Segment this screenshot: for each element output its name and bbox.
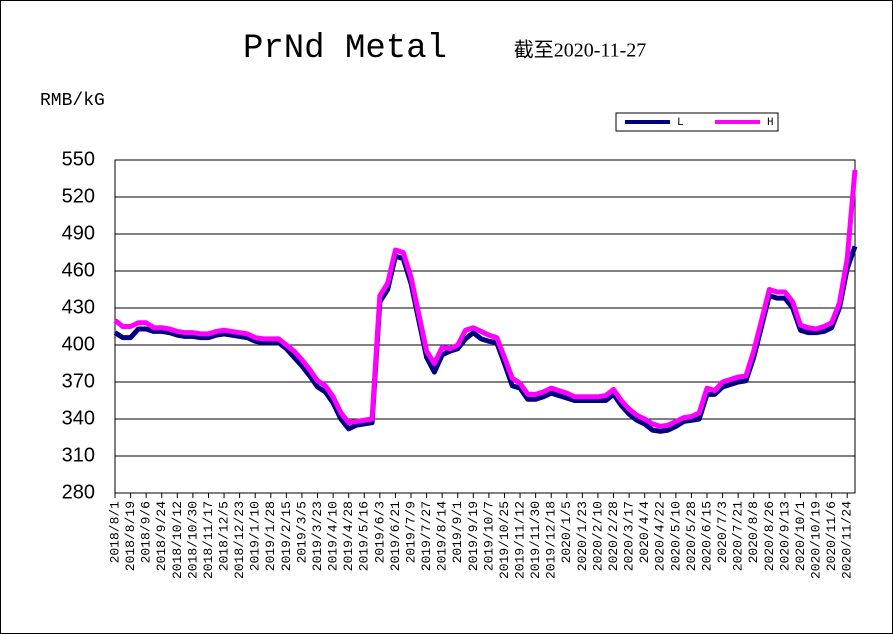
x-tick-label: 2020/3/17 — [622, 501, 637, 571]
legend-label: H — [767, 117, 774, 129]
x-tick-label: 2019/6/3 — [372, 501, 387, 563]
x-tick-label: 2018/9/24 — [154, 501, 169, 571]
x-tick-label: 2018/12/23 — [232, 501, 247, 579]
x-tick-label: 2018/10/30 — [185, 501, 200, 579]
x-tick-label: 2018/10/12 — [170, 501, 185, 579]
x-tick-label: 2019/9/1 — [450, 501, 465, 564]
x-tick-label: 2020/7/21 — [731, 501, 746, 571]
x-tick-label: 2020/10/1 — [793, 501, 808, 571]
x-tick-label: 2020/8/8 — [746, 501, 761, 563]
x-tick-label: 2019/1/28 — [263, 501, 278, 571]
x-tick-label: 2018/9/6 — [139, 501, 154, 563]
y-tick-label: 460 — [62, 259, 95, 281]
legend-box — [615, 112, 779, 132]
legend-label: L — [677, 117, 684, 129]
chart-subtitle: 截至2020-11-27 — [514, 39, 647, 62]
x-tick-label: 2018/11/17 — [201, 501, 216, 579]
x-tick-label: 2020/10/19 — [808, 501, 823, 579]
series-line — [113, 245, 858, 434]
y-axis-label: RMB/kG — [40, 91, 105, 111]
x-tick-label: 2019/3/5 — [294, 501, 309, 563]
y-tick-label: 490 — [62, 222, 95, 244]
x-tick-label: 2018/8/1 — [107, 501, 122, 564]
x-tick-label: 2020/4/22 — [653, 501, 668, 571]
x-tick-label: 2020/8/26 — [762, 501, 777, 571]
x-tick-label: 2019/1/10 — [248, 501, 263, 571]
y-tick-label: 340 — [62, 407, 95, 429]
x-tick-label: 2018/8/19 — [123, 501, 138, 571]
y-tick-label: 550 — [62, 148, 95, 170]
y-tick-label: 310 — [62, 444, 95, 466]
y-tick-label: 400 — [62, 333, 95, 355]
x-tick-label: 2020/5/10 — [668, 501, 683, 571]
x-tick-label: 2019/2/15 — [279, 501, 294, 571]
x-tick-label: 2020/5/28 — [684, 501, 699, 571]
x-tick-label: 2019/4/10 — [326, 501, 341, 571]
x-tick-label: 2019/7/27 — [419, 501, 434, 571]
x-tick-label: 2019/10/25 — [497, 501, 512, 579]
x-tick-label: 2020/4/4 — [637, 501, 652, 564]
x-tick-label: 2019/11/30 — [528, 501, 543, 579]
x-tick-label: 2019/11/12 — [512, 501, 527, 579]
x-tick-label: 2020/1/5 — [559, 501, 574, 563]
x-tick-label: 2019/12/18 — [544, 501, 559, 579]
series-line — [113, 169, 858, 429]
x-tick-label: 2020/11/24 — [840, 501, 855, 579]
x-tick-label: 2020/9/13 — [777, 501, 792, 571]
x-tick-label: 2019/3/23 — [310, 501, 325, 571]
x-tick-label: 2020/2/10 — [590, 501, 605, 571]
x-tick-label: 2019/4/28 — [341, 501, 356, 571]
x-tick-label: 2019/10/7 — [481, 501, 496, 571]
x-tick-label: 2019/6/21 — [388, 501, 403, 571]
x-tick-label: 2020/6/15 — [699, 501, 714, 571]
x-tick-label: 2020/7/3 — [715, 501, 730, 563]
y-tick-label: 370 — [62, 370, 95, 392]
x-tick-label: 2020/11/6 — [824, 501, 839, 571]
x-tick-label: 2019/7/9 — [403, 501, 418, 563]
x-tick-label: 2018/12/5 — [216, 501, 231, 571]
x-tick-label: 2019/9/19 — [466, 501, 481, 571]
chart-title: PrNd Metal — [243, 30, 447, 68]
x-tick-label: 2019/8/14 — [435, 501, 450, 571]
x-tick-label: 2020/2/28 — [606, 501, 621, 571]
y-tick-label: 280 — [62, 481, 95, 503]
x-tick-label: 2019/5/16 — [357, 501, 372, 571]
x-tick-label: 2020/1/23 — [575, 501, 590, 571]
y-tick-label: 430 — [62, 296, 95, 318]
y-tick-label: 520 — [62, 185, 95, 207]
